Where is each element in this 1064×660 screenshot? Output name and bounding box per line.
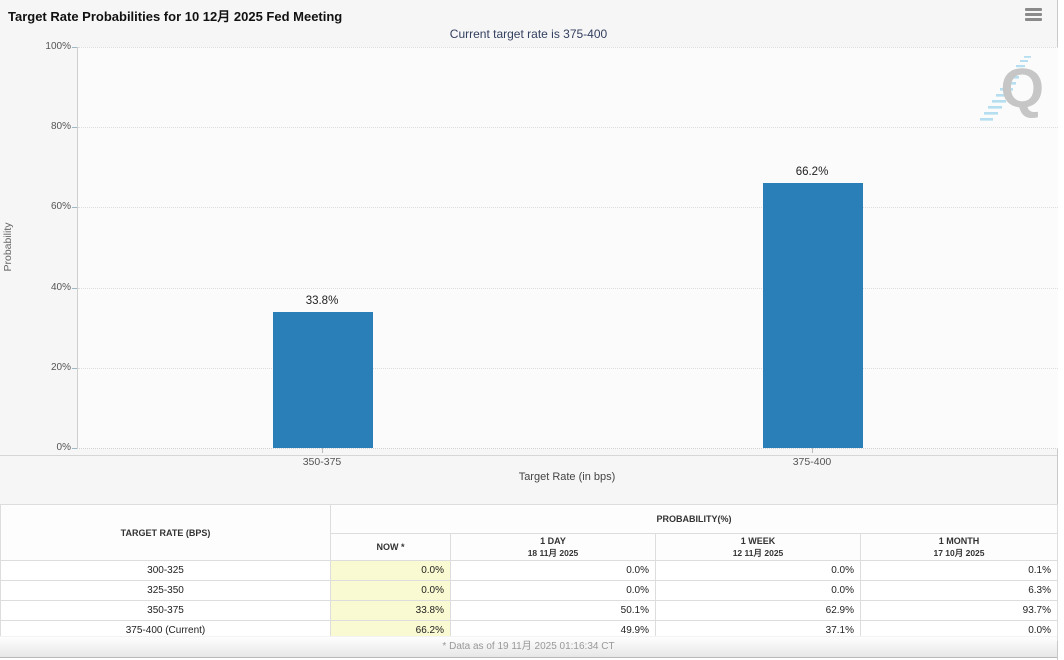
axis-separator-line	[0, 455, 1057, 456]
y-tick-mark	[72, 127, 77, 129]
y-tick-mark	[72, 207, 77, 209]
target-rate-cell: 350-375	[0, 600, 331, 621]
footer-bar: * Data as of 19 11月 2025 01:16:34 CT	[0, 636, 1057, 658]
col-header-now: NOW *	[330, 533, 451, 561]
probability-bar[interactable]	[273, 312, 373, 448]
bar-value-label: 33.8%	[305, 295, 339, 308]
col-header-1-day: 1 DAY 18 11月 2025	[450, 533, 656, 561]
now-probability-cell: 0.0%	[330, 580, 451, 601]
probability-cell: 50.1%	[450, 600, 656, 621]
y-tick-label: 0%	[56, 442, 71, 453]
probability-cell: 6.3%	[860, 580, 1058, 601]
table-row: 350-375 33.8% 50.1% 62.9% 93.7%	[0, 600, 1058, 621]
y-gridline	[78, 287, 1058, 289]
y-tick-label: 60%	[50, 201, 71, 213]
probability-cell: 0.0%	[450, 560, 656, 581]
target-rate-cell: 300-325	[0, 560, 331, 581]
now-probability-cell: 66.2%	[330, 620, 451, 641]
probability-table-section: TARGET RATE (BPS) PROBABILITY(%) NOW * 1 …	[0, 504, 1058, 641]
col-header-probability-group: PROBABILITY(%)	[330, 504, 1058, 534]
x-axis-title: Target Rate (in bps)	[518, 471, 616, 483]
table-row: 300-325 0.0% 0.0% 0.0% 0.1%	[0, 560, 1058, 581]
y-tick-mark	[72, 287, 77, 289]
col-header-1-week: 1 WEEK 12 11月 2025	[655, 533, 861, 561]
y-gridline	[78, 47, 1058, 48]
col-header-1-month: 1 MONTH 17 10月 2025	[860, 533, 1058, 561]
y-tick-mark	[72, 47, 77, 48]
chart-section: Target Rate Probabilities for 10 12月 202…	[0, 8, 1058, 483]
current-target-rate-subtitle: Current target rate is 375-400	[449, 27, 608, 41]
y-tick-mark	[72, 448, 77, 449]
y-tick-mark	[72, 367, 77, 369]
chart-menu-button[interactable]	[1023, 8, 1045, 26]
data-asof-note: * Data as of 19 11月 2025 01:16:34 CT	[442, 641, 615, 652]
probability-bar[interactable]	[763, 182, 863, 448]
y-tick-label: 40%	[50, 281, 71, 293]
y-axis-title: Probability	[2, 222, 14, 272]
y-gridline	[78, 207, 1058, 209]
probability-table: TARGET RATE (BPS) PROBABILITY(%) NOW * 1 …	[0, 504, 1058, 641]
y-tick-label: 20%	[50, 361, 71, 373]
x-category-label: 375-400	[792, 456, 832, 468]
probability-cell: 0.0%	[655, 580, 861, 601]
hamburger-menu-icon	[1023, 8, 1045, 21]
probability-cell: 62.9%	[655, 600, 861, 621]
target-rate-cell: 325-350	[0, 580, 331, 601]
y-tick-label: 100%	[45, 41, 71, 52]
col-header-target-rate: TARGET RATE (BPS)	[0, 504, 331, 561]
probability-cell: 0.1%	[860, 560, 1058, 581]
x-tick-mark	[812, 448, 813, 453]
quikstrike-watermark-icon: Q	[980, 55, 1046, 125]
watermark-letter: Q	[1000, 56, 1044, 119]
x-tick-mark	[322, 448, 323, 453]
probability-cell: 0.0%	[655, 560, 861, 581]
x-category-label: 350-375	[302, 456, 342, 468]
page-title: Target Rate Probabilities for 10 12月 202…	[8, 9, 343, 24]
y-gridline	[78, 367, 1058, 369]
plot-area: Q	[77, 47, 1058, 449]
table-row: 325-350 0.0% 0.0% 0.0% 6.3%	[0, 580, 1058, 601]
now-probability-cell: 0.0%	[330, 560, 451, 581]
y-tick-label: 80%	[50, 121, 71, 133]
probability-cell: 0.0%	[450, 580, 656, 601]
bar-value-label: 66.2%	[795, 165, 829, 178]
now-probability-cell: 33.8%	[330, 600, 451, 621]
y-gridline	[78, 127, 1058, 129]
probability-cell: 93.7%	[860, 600, 1058, 621]
